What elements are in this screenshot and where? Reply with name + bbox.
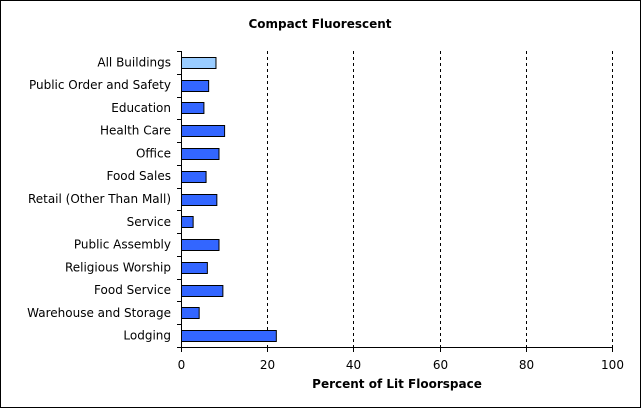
category-label: Public Order and Safety <box>29 78 171 92</box>
bar <box>181 307 200 319</box>
bar <box>181 262 208 274</box>
category-label: Service <box>127 215 171 229</box>
bar <box>181 194 218 206</box>
category-label: All Buildings <box>97 55 171 69</box>
bars <box>181 57 277 342</box>
category-label: Food Service <box>94 283 171 297</box>
bar <box>181 57 217 69</box>
bar <box>181 80 210 92</box>
x-tick-label: 0 <box>178 358 186 372</box>
x-tick-label: 20 <box>260 358 275 372</box>
bar <box>181 102 205 114</box>
grid <box>267 51 613 347</box>
chart-title: Compact Fluorescent <box>248 17 391 31</box>
bar <box>181 148 220 160</box>
x-tick-labels: 0 20 40 60 80 100 <box>178 358 624 372</box>
category-label: Office <box>136 146 171 160</box>
bar <box>181 285 224 297</box>
x-tick-label: 40 <box>346 358 361 372</box>
bar <box>181 239 220 251</box>
category-label: Education <box>111 101 171 115</box>
category-label: Public Assembly <box>74 238 171 252</box>
category-label: Food Sales <box>106 169 171 183</box>
bar <box>181 330 277 342</box>
category-label: Warehouse and Storage <box>27 306 171 320</box>
x-axis-label: Percent of Lit Floorspace <box>312 377 482 391</box>
category-labels: All Buildings Public Order and Safety Educ… <box>27 55 171 342</box>
category-label: Lodging <box>123 329 171 343</box>
bar <box>181 125 226 137</box>
category-label: Religious Worship <box>65 260 171 274</box>
x-tick-label: 80 <box>519 358 534 372</box>
category-label: Retail (Other Than Mall) <box>28 192 171 206</box>
category-label: Health Care <box>100 124 171 138</box>
bar <box>181 216 194 228</box>
axes <box>177 51 613 352</box>
x-tick-label: 100 <box>601 358 624 372</box>
x-tick-label: 60 <box>433 358 448 372</box>
bar <box>181 171 207 183</box>
